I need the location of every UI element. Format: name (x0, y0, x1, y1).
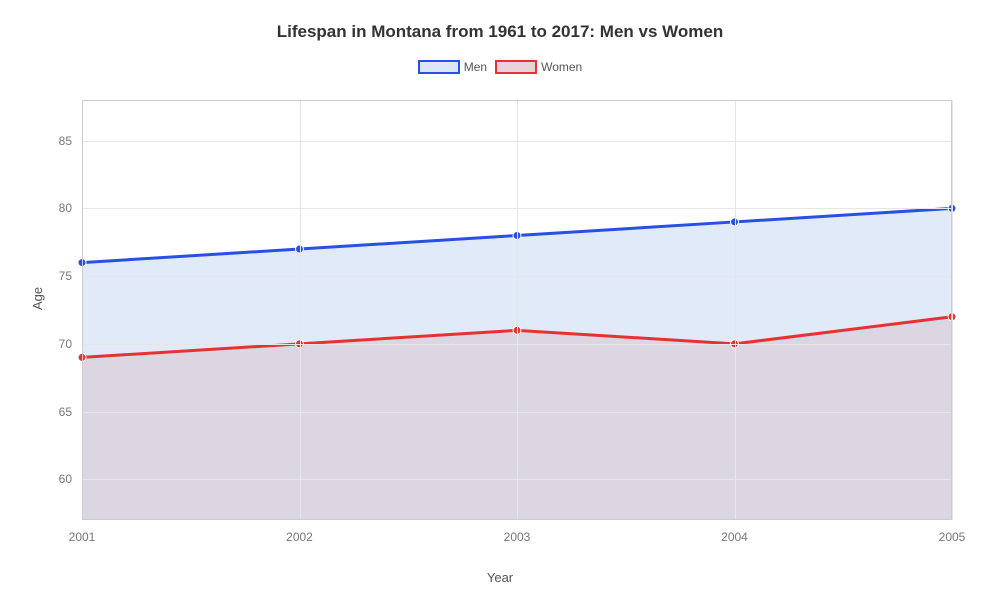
legend-label-men: Men (464, 60, 487, 74)
axis-border (82, 100, 83, 520)
legend-item-women[interactable]: Women (495, 60, 582, 74)
y-tick-label: 75 (59, 269, 82, 283)
chart-container: Lifespan in Montana from 1961 to 2017: M… (0, 0, 1000, 600)
grid-line-v (735, 100, 736, 520)
axis-border (82, 519, 952, 520)
y-tick-label: 80 (59, 201, 82, 215)
grid-line-v (952, 100, 953, 520)
x-tick-label: 2002 (286, 520, 313, 544)
legend-swatch-men (418, 60, 460, 74)
legend-label-women: Women (541, 60, 582, 74)
y-tick-label: 65 (59, 405, 82, 419)
chart-title: Lifespan in Montana from 1961 to 2017: M… (0, 0, 1000, 42)
x-axis-title: Year (487, 570, 513, 585)
grid-line-v (517, 100, 518, 520)
y-axis-title: Age (30, 287, 45, 310)
legend-item-men[interactable]: Men (418, 60, 487, 74)
legend-swatch-women (495, 60, 537, 74)
axis-border (82, 100, 952, 101)
legend: Men Women (0, 60, 1000, 74)
x-tick-label: 2001 (69, 520, 96, 544)
grid-line-v (300, 100, 301, 520)
y-tick-label: 70 (59, 337, 82, 351)
x-tick-label: 2004 (721, 520, 748, 544)
axis-border (951, 100, 952, 520)
x-tick-label: 2005 (939, 520, 966, 544)
y-tick-label: 85 (59, 134, 82, 148)
plot-area: 60657075808520012002200320042005 (82, 100, 952, 520)
x-tick-label: 2003 (504, 520, 531, 544)
y-tick-label: 60 (59, 472, 82, 486)
